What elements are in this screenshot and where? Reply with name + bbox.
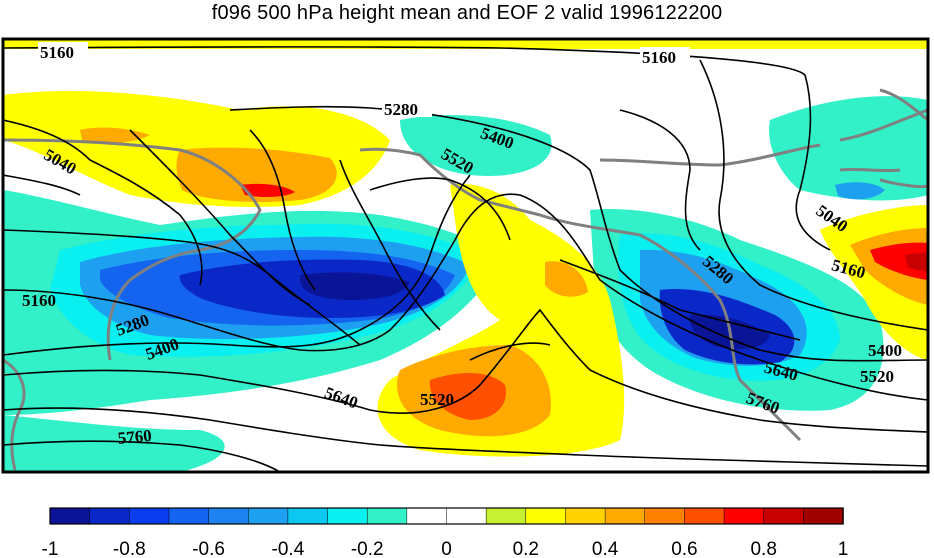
colorbar-tick-label: 1 (838, 539, 849, 558)
colorbar-cell (366, 507, 408, 525)
colorbar-tick-label: -1 (42, 539, 59, 558)
colorbar-cell (803, 507, 844, 525)
colorbar-tick-label: -0.6 (192, 539, 225, 558)
colorbar-cell (49, 507, 91, 525)
colorbar-cell (129, 507, 170, 525)
colorbar-cell (485, 507, 527, 525)
colorbar-cell (723, 507, 765, 525)
height-contours (3, 46, 928, 472)
colorbar-outline (49, 507, 844, 525)
colorbar-cell (604, 507, 646, 525)
colorbar-tick-label: -0.8 (113, 539, 146, 558)
coastlines (3, 88, 928, 471)
colorbar-cell (684, 507, 725, 525)
colorbar-cell (763, 507, 805, 525)
colorbar-cell (248, 507, 289, 525)
colorbar-tick-label: -0.2 (351, 539, 384, 558)
map-frame (1, 37, 930, 474)
eof-shading (3, 39, 928, 472)
colorbar-cell (525, 507, 567, 525)
contour-label: 5160 (40, 43, 74, 62)
colorbar-cell (287, 507, 329, 525)
colorbar-cell (565, 507, 606, 525)
colorbar-tick-label: 0.4 (592, 539, 619, 558)
contour-labels: 5160 5160 5280 5040 5400 5520 5160 5280 … (22, 43, 902, 448)
contour-label: 5160 (642, 48, 676, 67)
contour-label: 5400 (868, 341, 902, 360)
colorbar-tick-label: -0.4 (272, 539, 305, 558)
colorbar-tick-label: 0.2 (513, 539, 539, 558)
colorbar-cell (168, 507, 210, 525)
colorbar-cell (446, 507, 487, 525)
colorbar-cell (406, 507, 448, 525)
colorbar-tick-label: 0 (441, 539, 452, 558)
contour-label: 5160 (22, 291, 56, 310)
map-title: f096 500 hPa height mean and EOF 2 valid… (211, 2, 723, 24)
colorbar-cell (208, 507, 250, 525)
contour-label: 5520 (420, 390, 454, 409)
contour-label: 5280 (384, 100, 418, 119)
colorbar: -1 -0.8 -0.6 -0.4 -0.2 0 0.2 0.4 0.6 0.8 1 (42, 507, 849, 558)
contour-label: 5760 (117, 426, 153, 448)
colorbar-cell (327, 507, 368, 525)
colorbar-cell (89, 507, 131, 525)
colorbar-tick-label: 0.8 (750, 539, 776, 558)
contour-label: 5520 (860, 367, 894, 386)
colorbar-cell (644, 507, 686, 525)
colorbar-tick-label: 0.6 (671, 539, 697, 558)
